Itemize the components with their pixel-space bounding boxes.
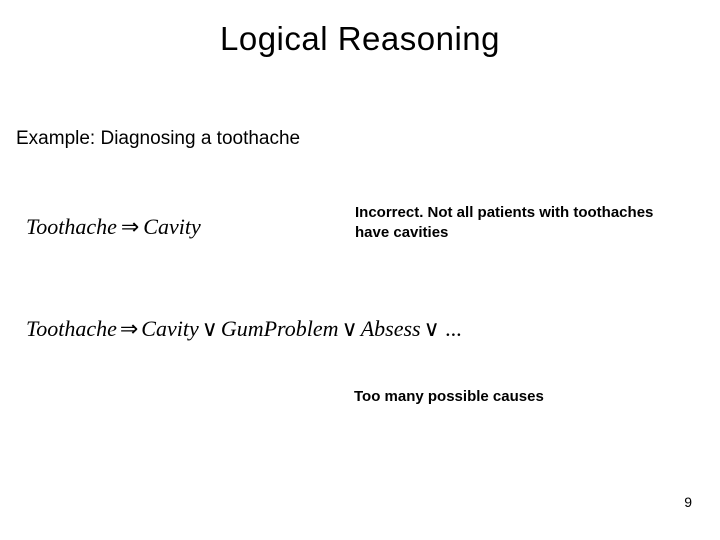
formula2-lhs: Toothache: [26, 316, 117, 341]
or-icon: ∨: [199, 316, 221, 341]
comment-2: Too many possible causes: [354, 388, 544, 405]
formula-1: Toothache⇒Cavity: [26, 214, 201, 240]
formula2-t1: Cavity: [141, 316, 198, 341]
dots: ∨ ...: [421, 316, 465, 341]
or-icon: ∨: [339, 316, 361, 341]
implies-icon: ⇒: [117, 214, 143, 239]
formula2-t2: GumProblem: [221, 316, 339, 341]
page-number: 9: [684, 494, 692, 510]
formula-2: Toothache⇒Cavity∨GumProblem∨Absess∨ ...: [26, 316, 465, 342]
formula1-lhs: Toothache: [26, 214, 117, 239]
slide-title: Logical Reasoning: [0, 0, 720, 58]
formula1-rhs: Cavity: [143, 214, 200, 239]
formula2-t3: Absess: [361, 316, 421, 341]
example-label: Example: Diagnosing a toothache: [16, 128, 300, 150]
implies-icon: ⇒: [117, 316, 141, 341]
comment-1: Incorrect. Not all patients with toothac…: [355, 203, 685, 242]
comment1-line1: Incorrect. Not all patients with toothac…: [355, 204, 653, 221]
comment1-line2: have cavities: [355, 224, 448, 241]
